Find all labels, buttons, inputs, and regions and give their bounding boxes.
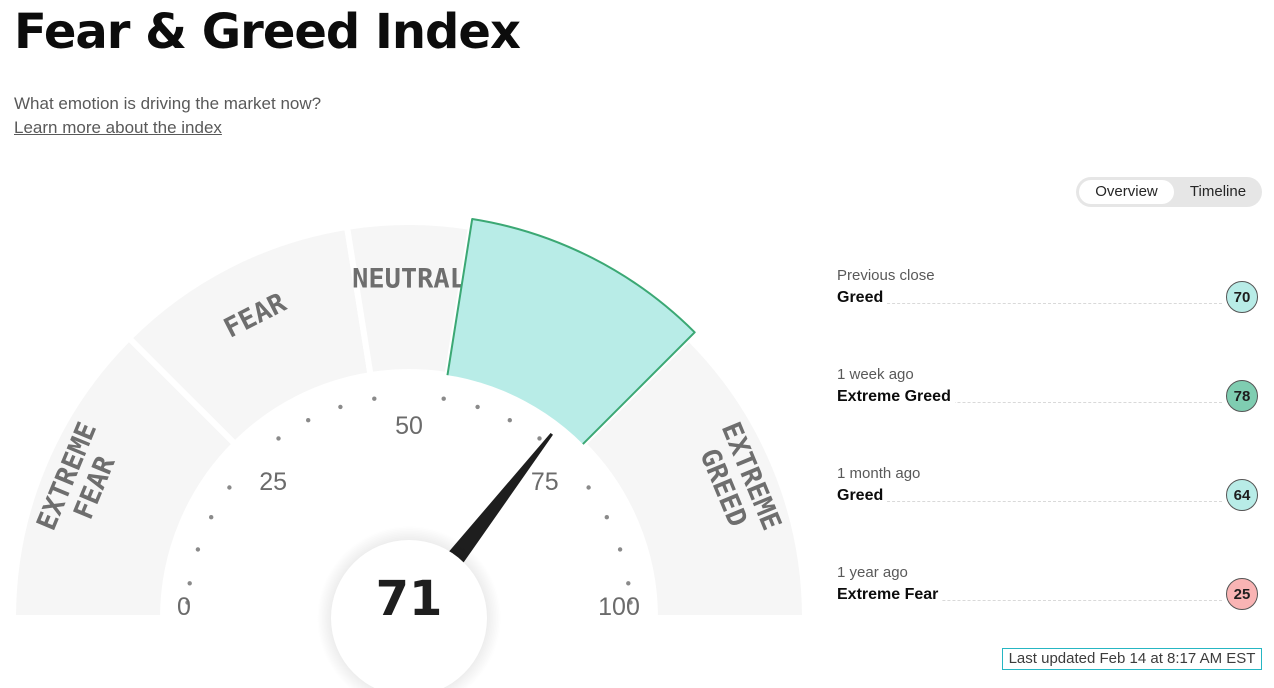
gauge-tick-dot [507,418,512,423]
gauge-tick-dot [604,515,609,520]
learn-more-link[interactable]: Learn more about the index [14,118,222,137]
gauge-tick-dot [195,547,201,552]
history-item-1-month-ago: 1 month ago Greed 64 [837,465,1260,535]
history-period: 1 year ago [837,564,908,581]
history-item-previous-close: Previous close Greed 70 [837,267,1260,337]
history-rating: Extreme Fear [837,586,943,604]
page-title: Fear & Greed Index [14,4,521,60]
history-value-badge: 25 [1226,578,1258,610]
history-rating: Greed [837,289,888,307]
gauge-tick-dot [372,396,377,401]
history-period: 1 month ago [837,465,921,482]
gauge-hub [331,540,487,688]
history-value-badge: 70 [1226,281,1258,313]
gauge-tick-dot [276,436,281,441]
gauge-tick-label: 100 [598,593,640,621]
sector-label-group: NEUTRAL [352,264,466,295]
gauge-tick-dot [441,396,446,401]
gauge-tick-dot [617,547,623,552]
history-rating: Greed [837,487,888,505]
gauge-tick-dot [628,600,633,605]
overview-tab[interactable]: Overview [1079,180,1174,204]
gauge-tick-dot [227,485,232,490]
gauge-tick-dot [306,418,311,423]
gauge-tick-dot [537,436,542,441]
dashed-divider [877,600,1222,601]
gauge-tick-label: 0 [177,593,191,621]
gauge-tick-dot [586,485,591,490]
history-value-badge: 64 [1226,479,1258,511]
gauge-tick-dot [187,581,192,586]
timeline-tab[interactable]: Timeline [1189,183,1247,200]
gauge-needle [436,433,553,579]
history-item-1-week-ago: 1 week ago Extreme Greed 78 [837,366,1260,436]
dashed-divider [877,303,1222,304]
gauge-tick-dot [209,515,214,520]
gauge-tick-label: 25 [259,468,287,496]
page-subtitle: What emotion is driving the market now? [14,94,322,113]
gauge-inner-face [163,372,655,618]
history-value-badge: 78 [1226,380,1258,412]
gauge-tick-label: 75 [531,468,559,496]
history-item-1-year-ago: 1 year ago Extreme Fear 25 [837,564,1260,634]
current-index-value: 71 [376,571,443,627]
dashed-divider [877,402,1222,403]
history-period: 1 week ago [837,366,914,383]
view-toggle: Overview Timeline [1076,177,1262,207]
gauge-tick-dot [475,404,480,410]
sector-label-text: NEUTRAL [352,264,466,295]
history-rating: Extreme Greed [837,388,955,406]
gauge-tick-dot [185,600,190,605]
dashed-divider [877,501,1222,502]
gauge-tick-dot [626,581,631,586]
history-period: Previous close [837,267,935,284]
gauge-tick-dot [338,404,343,410]
last-updated-label: Last updated Feb 14 at 8:17 AM EST [1002,648,1262,670]
gauge-tick-label: 50 [395,412,423,440]
fear-greed-gauge: EXTREMEFEARFEARNEUTRALGREEDEXTREMEGREED … [31,217,787,688]
